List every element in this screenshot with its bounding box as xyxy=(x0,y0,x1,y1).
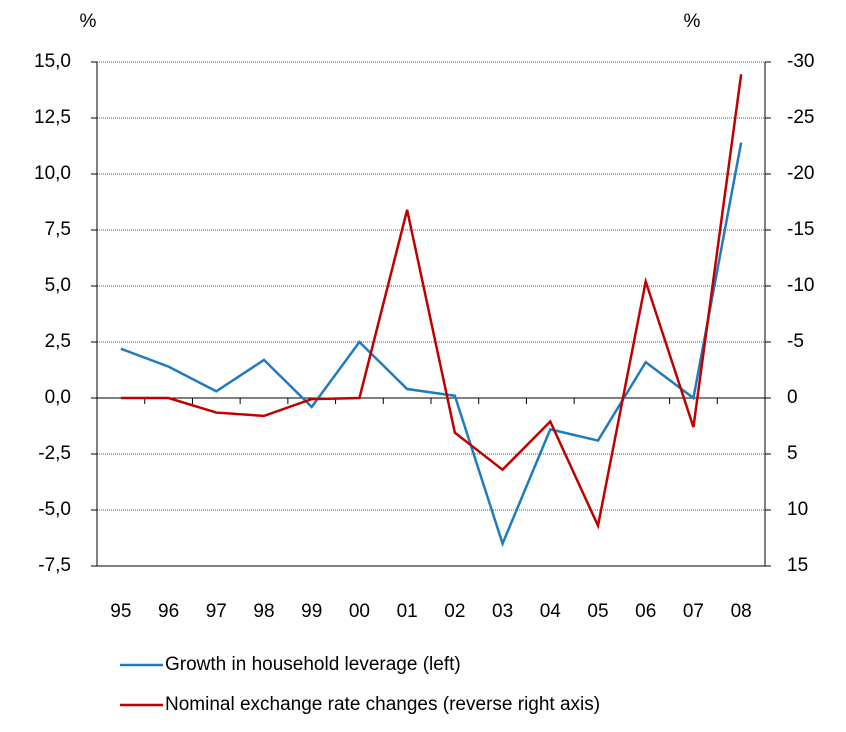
x-tick-label: 95 xyxy=(110,601,131,622)
y-tick-label: -5,0 xyxy=(38,499,71,520)
x-tick-label: 00 xyxy=(349,601,370,622)
y2-tick-label: -5 xyxy=(787,331,804,352)
y2-tick-label: 10 xyxy=(787,499,808,520)
x-tick-label: 05 xyxy=(587,601,608,622)
y-tick-label: 0,0 xyxy=(45,387,71,408)
y2-tick-label: -20 xyxy=(787,163,814,184)
y-tick-label: 15,0 xyxy=(34,51,71,72)
x-tick-label: 96 xyxy=(158,601,179,622)
x-tick-label: 98 xyxy=(253,601,274,622)
x-tick-label: 07 xyxy=(683,601,704,622)
y2-tick-label: -25 xyxy=(787,107,814,128)
y2-axis-label: % xyxy=(684,11,701,32)
y-tick-label: 10,0 xyxy=(34,163,71,184)
y-tick-label: 7,5 xyxy=(45,219,71,240)
x-tick-label: 97 xyxy=(206,601,227,622)
x-tick-label: 03 xyxy=(492,601,513,622)
x-tick-label: 99 xyxy=(301,601,322,622)
y2-tick-label: -30 xyxy=(787,51,814,72)
y-tick-label: 2,5 xyxy=(45,331,71,352)
series-line xyxy=(120,142,743,548)
y2-tick-label: 15 xyxy=(787,555,808,576)
series-line xyxy=(120,74,743,530)
y2-tick-label: 0 xyxy=(787,387,798,408)
x-tick-label: 01 xyxy=(397,601,418,622)
y-tick-label: 12,5 xyxy=(34,107,71,128)
legend-label: Growth in household leverage (left) xyxy=(165,654,461,675)
y2-tick-label: -15 xyxy=(787,219,814,240)
x-tick-label: 04 xyxy=(540,601,562,622)
legend-label: Nominal exchange rate changes (reverse r… xyxy=(165,694,600,715)
y2-tick-label: -10 xyxy=(787,275,814,296)
y-tick-label: -2,5 xyxy=(38,443,71,464)
y-tick-label: 5,0 xyxy=(45,275,71,296)
x-tick-label: 02 xyxy=(444,601,465,622)
y-tick-label: -7,5 xyxy=(38,555,71,576)
y2-tick-label: 5 xyxy=(787,443,798,464)
x-tick-label: 06 xyxy=(635,601,656,622)
x-tick-label: 08 xyxy=(731,601,752,622)
y-axis-label: % xyxy=(80,11,97,32)
